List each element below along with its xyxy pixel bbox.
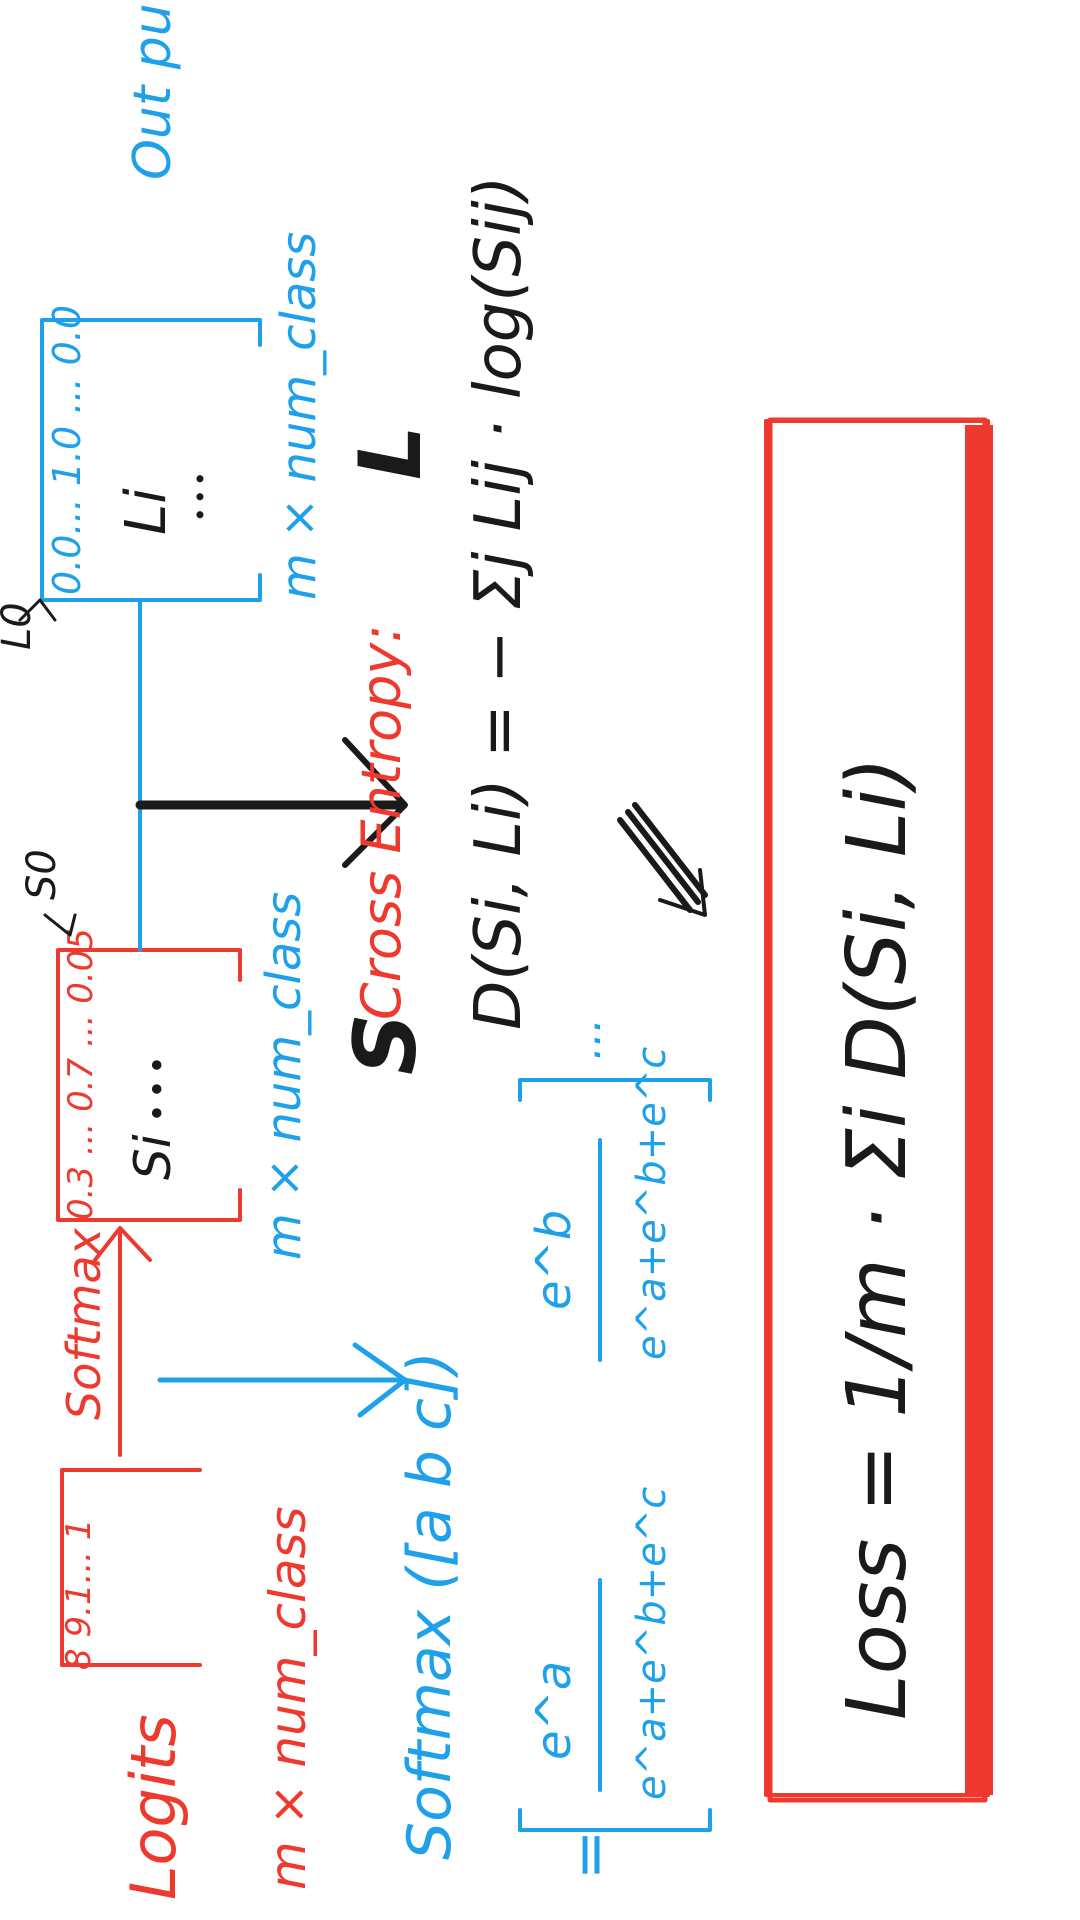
s-l-connector <box>135 598 408 952</box>
labels-letter: L <box>341 425 441 480</box>
softmax-formula-block: Softmax ([a b c]) = e^a e^a+e^b+e^c e^b … <box>395 1018 712 1880</box>
labels-bracket-top <box>40 318 102 602</box>
labels-block: 0.0... 1.0 ... 0.0 Li • • • m × num_clas… <box>0 0 441 650</box>
cross-entropy-arrow-head <box>342 737 408 868</box>
labels-pointer-arrow <box>18 598 57 622</box>
logits-title: Logits <box>117 1714 190 1900</box>
softmax-output-block: 0.3 ... 0.7 ... 0.05 Si • • • m × num_cl… <box>19 849 436 1260</box>
softmax-formula-den2: e^a+e^b+e^c <box>629 1047 675 1360</box>
softmax-output-values: 0.3 ... 0.7 ... 0.05 <box>61 928 101 1220</box>
softmax-output-dims: m × num_class <box>256 892 312 1260</box>
cross-entropy-block: Cross Entropy: D(Si, Li) = − Σj Lij · lo… <box>350 175 708 1030</box>
loss-block: Loss = 1/m · Σi D(Si, Li) <box>764 417 993 1803</box>
softmax-output-letter: S <box>336 1013 436 1075</box>
softmax-output-row-dots: • • • <box>134 1058 179 1120</box>
logits-dims: m × num_class <box>259 1506 317 1890</box>
softmax-formula-num1: e^a <box>526 1661 582 1760</box>
labels-dims: m × num_class <box>271 232 327 600</box>
softmax-formula-right-bracket <box>518 1078 712 1102</box>
softmax-output-pointer-arrow <box>43 913 77 937</box>
softmax-formula-equals: = <box>555 1830 625 1880</box>
labels-values: 0.0... 1.0 ... 0.0 <box>45 305 89 595</box>
labels-row: Li <box>114 488 179 535</box>
loss-box-scribble <box>965 425 993 1795</box>
logits-matrix-bracket <box>60 1468 102 1667</box>
softmax-arrow-label: Softmax <box>57 1227 111 1420</box>
softmax-formula-den1: e^a+e^b+e^c <box>629 1487 675 1800</box>
softmax-arrow-head <box>93 1226 152 1262</box>
logits-values: 8 9.1... 1 <box>59 1519 99 1670</box>
loss-arrow-head <box>658 868 707 917</box>
logits-block: Logits 8 9.1... 1 m × num_class <box>59 1468 317 1900</box>
labels-pointer: L0 <box>0 602 40 650</box>
softmax-output-row: Si <box>124 1134 182 1180</box>
softmax-output-pointer: S0 <box>19 849 65 900</box>
loss-formula: Loss = 1/m · Σi D(Si, Li) <box>830 757 925 1720</box>
cross-entropy-title: Cross Entropy: <box>350 624 413 1020</box>
labels-row-dots: • • • <box>184 473 217 520</box>
logits-matrix-sides <box>98 1468 202 1667</box>
softmax-output-bracket-sides <box>98 948 242 1222</box>
softmax-formula-dots: ... <box>560 1018 611 1060</box>
softmax-formula-left-bracket <box>518 1808 712 1832</box>
logits-to-formula-arrow <box>157 1342 408 1418</box>
labels-side-label: Out put <box>123 0 183 180</box>
softmax-output-bracket-top <box>56 948 102 1222</box>
softmax-formula-call: Softmax ([a b c]) <box>395 1351 465 1860</box>
cross-entropy-formula: D(Si, Li) = − Σj Lij · log(Sij) <box>462 175 536 1030</box>
loss-arrow-strokes <box>617 802 708 913</box>
softmax-arrow: Softmax <box>57 1226 152 1457</box>
softmax-formula-num2: e^b <box>526 1210 582 1310</box>
formula-arrow-head <box>352 1342 408 1418</box>
labels-bracket-sides <box>98 318 262 602</box>
